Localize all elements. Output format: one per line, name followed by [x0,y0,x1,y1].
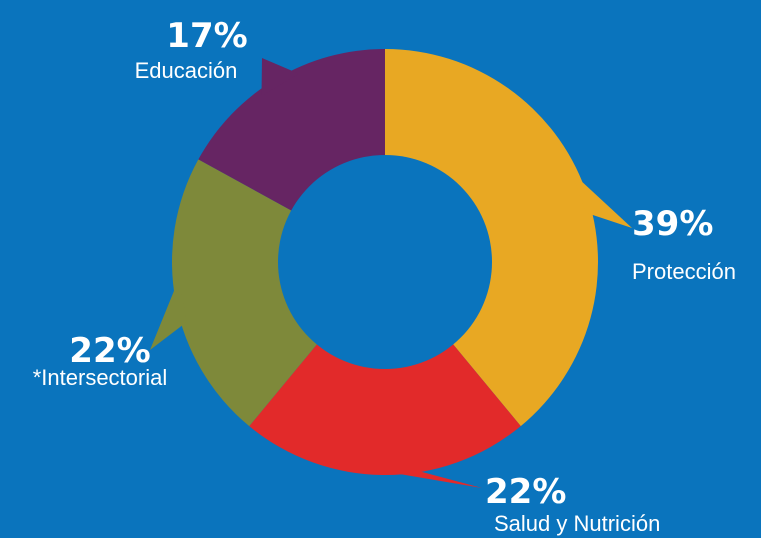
value-label-salud-y-nutricion: 22% [485,472,566,512]
value-label-intersectorial: 22% [69,331,150,371]
value-label-educacion: 17% [166,16,247,56]
callout-pointer-salud-y-nutricion [363,467,482,488]
callout-pointer-intersectorial [150,279,187,350]
category-label-intersectorial: *Intersectorial [33,365,168,390]
value-label-proteccion: 39% [632,204,713,244]
category-label-salud-y-nutricion: Salud y Nutrición [494,511,660,536]
donut-hole [278,155,492,369]
slice-intersectorial [172,159,385,427]
callout-pointer-educacion [261,58,299,96]
category-label-educacion: Educación [135,58,238,83]
category-label-proteccion: Protección [632,259,736,284]
callout-pointer-proteccion [571,171,632,228]
slice-proteccion [385,49,598,427]
